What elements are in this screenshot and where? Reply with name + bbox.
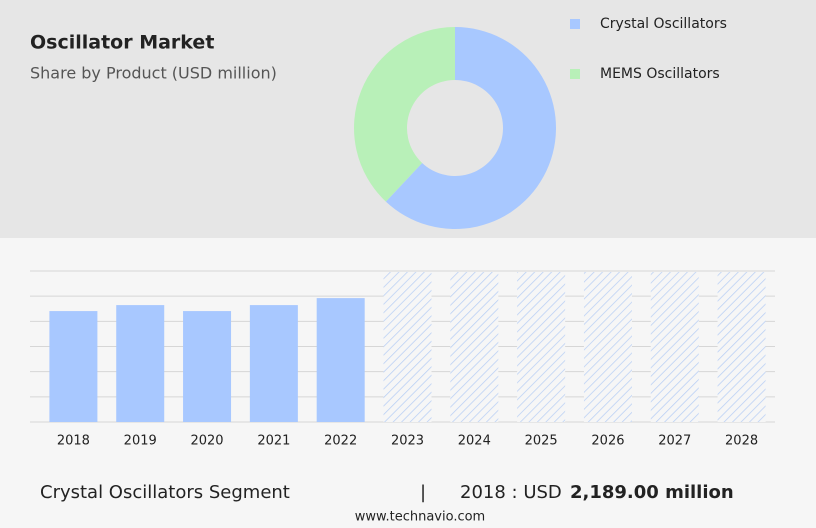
legend-label: MEMS Oscillators: [600, 66, 720, 82]
legend-label: Crystal Oscillators: [600, 16, 727, 32]
x-tick-label: 2026: [591, 434, 624, 449]
separator: |: [420, 482, 426, 503]
x-tick-label: 2022: [324, 434, 357, 449]
bar: [249, 305, 298, 422]
chart-title: Oscillator Market: [30, 32, 214, 54]
bar: [316, 298, 365, 422]
segment-label: Crystal Oscillators Segment: [40, 482, 290, 503]
forecast-placeholder: [583, 272, 632, 422]
forecast-placeholder: [450, 272, 499, 422]
x-tick-label: 2019: [124, 434, 157, 449]
x-tick-label: 2024: [458, 434, 491, 449]
x-tick-label: 2021: [257, 434, 290, 449]
source: www.technavio.com: [355, 510, 485, 525]
forecast-placeholder: [383, 272, 432, 422]
segment-value: 2,189.00 million: [570, 482, 734, 503]
legend-swatch: [570, 69, 580, 79]
bar: [183, 311, 232, 422]
x-tick-label: 2023: [391, 434, 424, 449]
x-tick-label: 2027: [658, 434, 691, 449]
forecast-placeholder: [650, 272, 699, 422]
x-tick-label: 2025: [525, 434, 558, 449]
x-tick-label: 2018: [57, 434, 90, 449]
forecast-placeholder: [517, 272, 566, 422]
bar: [49, 311, 98, 422]
donut-slice: [385, 27, 557, 229]
chart-subtitle: Share by Product (USD million): [30, 64, 277, 83]
donut-slice: [354, 27, 455, 202]
bar: [116, 305, 165, 422]
x-tick-label: 2028: [725, 434, 758, 449]
legend-swatch: [570, 19, 580, 29]
x-tick-label: 2020: [190, 434, 223, 449]
forecast-placeholder: [717, 272, 766, 422]
year-label: 2018 : USD: [460, 482, 562, 503]
